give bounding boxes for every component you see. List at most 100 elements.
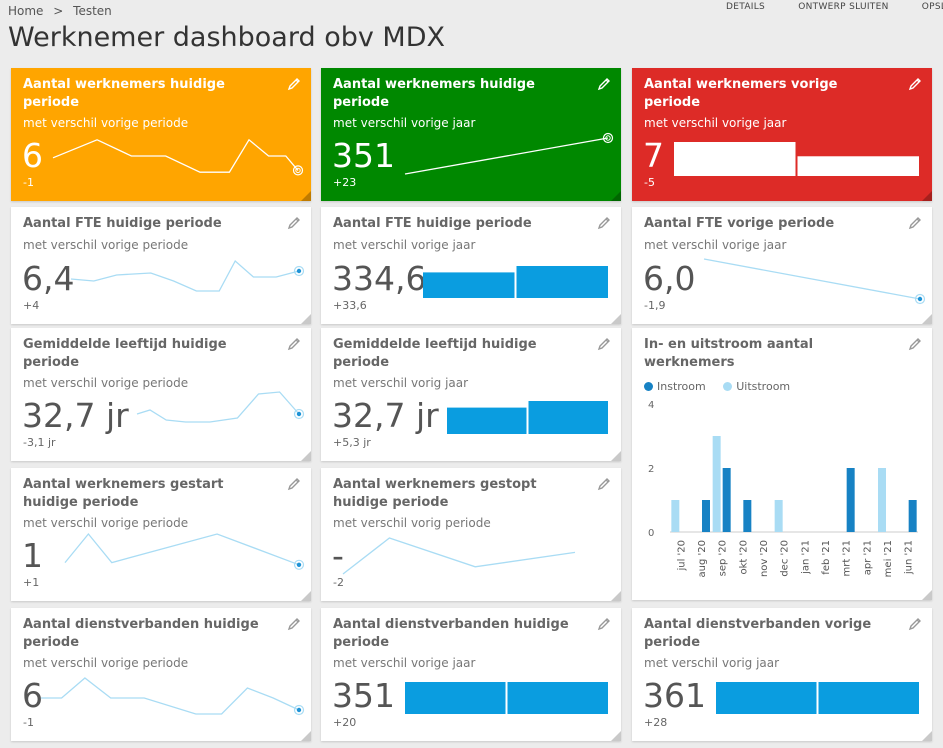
- resize-handle[interactable]: [611, 314, 621, 324]
- sparkline-path: [41, 677, 300, 715]
- bar-instroom: [846, 468, 855, 532]
- kpi-tile[interactable]: Aantal dienstverbanden vorige periode met…: [632, 608, 932, 741]
- breadcrumb-current[interactable]: Testen: [73, 4, 112, 18]
- kpi-tile[interactable]: Aantal dienstverbanden huidige periode me…: [11, 608, 311, 741]
- tile-subtitle: met verschil vorige periode: [23, 516, 189, 530]
- y-tick-label: 2: [648, 464, 654, 475]
- chart-legend: Instroom Uitstroom: [644, 380, 804, 393]
- kpi-tile[interactable]: Aantal FTE vorige periode met verschil vo…: [632, 207, 932, 324]
- pencil-icon[interactable]: [908, 336, 922, 351]
- tile-subtitle: met verschil vorige jaar: [644, 238, 787, 252]
- legend-label: Uitstroom: [736, 380, 791, 393]
- tile-title: Aantal werknemers gestart huidige period…: [23, 477, 224, 510]
- kpi-tile[interactable]: Aantal FTE huidige periode met verschil v…: [321, 207, 621, 324]
- pencil-icon[interactable]: [908, 215, 922, 230]
- resize-handle[interactable]: [301, 451, 311, 461]
- details-link[interactable]: DETAILS: [726, 2, 766, 12]
- pencil-icon[interactable]: [597, 76, 611, 91]
- tile-difference: +33,6: [333, 299, 367, 312]
- kpi-tile[interactable]: Aantal werknemers huidige periode met ver…: [321, 68, 621, 201]
- resize-handle[interactable]: [922, 731, 932, 741]
- pencil-icon[interactable]: [908, 616, 922, 631]
- x-tick-label: feb '21: [821, 540, 832, 575]
- tile-title: Aantal FTE huidige periode: [333, 216, 532, 231]
- resize-handle[interactable]: [301, 591, 311, 601]
- kpi-tile[interactable]: Gemiddelde leeftijd huidige periode met v…: [11, 328, 311, 461]
- comparison-bar: [797, 156, 919, 176]
- bar-uitstroom: [878, 468, 886, 532]
- tile-subtitle: met verschil vorige periode: [23, 238, 189, 252]
- resize-handle[interactable]: [611, 191, 621, 201]
- resize-handle[interactable]: [611, 731, 621, 741]
- pencil-icon[interactable]: [287, 336, 301, 351]
- tile-subtitle: met verschil vorige periode: [23, 376, 189, 390]
- sparkline-end-dot: [296, 268, 302, 274]
- bar-uitstroom: [712, 436, 721, 532]
- legend-item-instroom[interactable]: Instroom: [644, 380, 706, 393]
- comparison-bars: [405, 682, 608, 714]
- tile-difference: +28: [644, 716, 668, 729]
- tile-subtitle: met verschil vorige jaar: [644, 116, 787, 130]
- sparkline-path: [404, 137, 609, 175]
- pencil-icon[interactable]: [287, 76, 301, 91]
- resize-handle[interactable]: [301, 314, 311, 324]
- pencil-icon[interactable]: [287, 476, 301, 491]
- tile-value: 32,7 jr: [332, 396, 439, 435]
- sparkline-path: [703, 258, 921, 300]
- legend-dot-icon: [723, 382, 733, 391]
- pencil-icon[interactable]: [597, 215, 611, 230]
- tile-value: 6,0: [643, 259, 696, 298]
- pencil-icon[interactable]: [287, 616, 301, 631]
- x-tick-label: jul '20: [676, 540, 687, 572]
- breadcrumb-home[interactable]: Home: [8, 4, 44, 18]
- tile-difference: +20: [333, 716, 357, 729]
- comparison-bars: [423, 266, 608, 298]
- resize-handle[interactable]: [301, 191, 311, 201]
- save-link[interactable]: OPSLAAN: [921, 2, 943, 12]
- sparkline-end-dot: [296, 562, 302, 567]
- breadcrumb: Home > Testen: [8, 4, 118, 18]
- comparison-bar: [423, 272, 515, 298]
- pencil-icon[interactable]: [597, 476, 611, 491]
- tile-subtitle: met verschil vorig jaar: [644, 656, 780, 670]
- tile-title: Aantal werknemers gestopt huidige period…: [333, 477, 537, 510]
- sparkline-end-dot: [295, 167, 301, 174]
- sparkline: [703, 258, 926, 305]
- resize-handle[interactable]: [611, 451, 621, 461]
- bar-uitstroom: [671, 500, 680, 532]
- resize-handle[interactable]: [611, 591, 621, 601]
- comparison-bars: [716, 682, 919, 714]
- pencil-icon[interactable]: [597, 616, 611, 631]
- kpi-tile[interactable]: Aantal dienstverbanden huidige periode me…: [321, 608, 621, 741]
- pencil-icon[interactable]: [597, 336, 611, 351]
- tile-subtitle: met verschil vorige jaar: [333, 116, 476, 130]
- sparkline-path: [136, 391, 300, 423]
- pencil-icon[interactable]: [908, 76, 922, 91]
- legend-item-uitstroom[interactable]: Uitstroom: [723, 380, 790, 393]
- resize-handle[interactable]: [922, 191, 932, 201]
- resize-handle[interactable]: [922, 314, 932, 324]
- comparison-bar: [516, 266, 608, 298]
- kpi-tile[interactable]: Aantal werknemers gestart huidige period…: [11, 468, 311, 601]
- close-design-link[interactable]: ONTWERP SLUITEN: [798, 2, 889, 12]
- sparkline-end-dot: [296, 707, 302, 713]
- y-tick-label: 0: [648, 528, 654, 539]
- resize-handle[interactable]: [301, 731, 311, 741]
- tile-value: 6: [22, 676, 43, 715]
- kpi-tile[interactable]: Aantal FTE huidige periode met verschil v…: [11, 207, 311, 324]
- comparison-bar: [405, 682, 506, 714]
- flow-chart-tile[interactable]: In- en uitstroom aantal werknemers Instr…: [632, 328, 932, 600]
- kpi-tile[interactable]: Gemiddelde leeftijd huidige periode met v…: [321, 328, 621, 461]
- tile-title: Aantal dienstverbanden huidige periode: [23, 617, 259, 650]
- comparison-bar: [507, 682, 608, 714]
- sparkline: [342, 537, 576, 575]
- resize-handle[interactable]: [922, 590, 932, 600]
- breadcrumb-separator: >: [53, 4, 64, 18]
- kpi-tile[interactable]: Aantal werknemers huidige periode met ver…: [11, 68, 311, 201]
- tile-difference: +5,3 jr: [333, 436, 371, 449]
- pencil-icon[interactable]: [287, 215, 301, 230]
- legend-label: Instroom: [657, 380, 706, 393]
- kpi-tile[interactable]: Aantal werknemers gestopt huidige period…: [321, 468, 621, 601]
- tile-title: Aantal werknemers huidige periode: [23, 77, 225, 110]
- kpi-tile[interactable]: Aantal werknemers vorige periode met vers…: [632, 68, 932, 201]
